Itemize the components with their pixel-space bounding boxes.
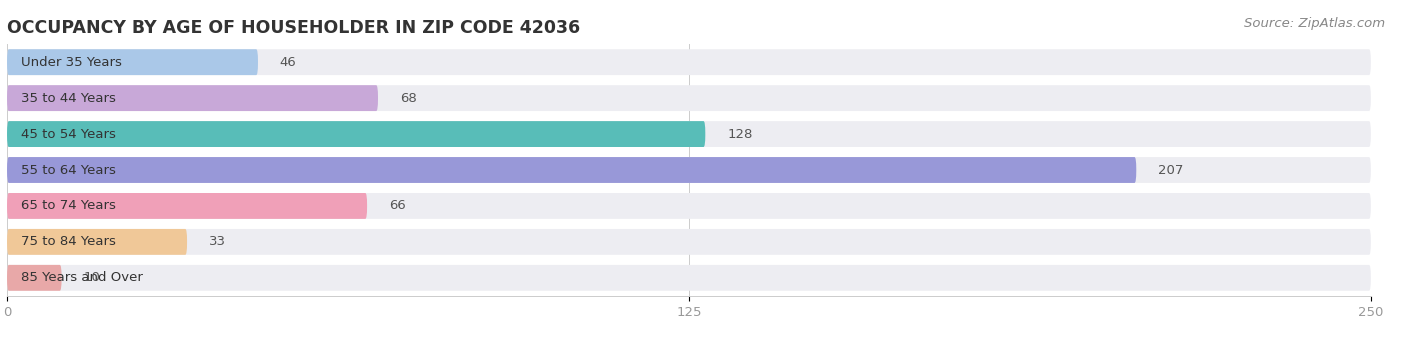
Text: 128: 128 — [727, 128, 752, 140]
FancyBboxPatch shape — [7, 85, 378, 111]
FancyBboxPatch shape — [7, 229, 187, 255]
FancyBboxPatch shape — [7, 193, 1371, 219]
FancyBboxPatch shape — [7, 157, 1371, 183]
Text: 75 to 84 Years: 75 to 84 Years — [21, 235, 115, 249]
Text: 207: 207 — [1159, 164, 1184, 176]
Text: 46: 46 — [280, 56, 297, 69]
FancyBboxPatch shape — [7, 229, 1371, 255]
Text: 10: 10 — [83, 271, 100, 284]
Text: OCCUPANCY BY AGE OF HOUSEHOLDER IN ZIP CODE 42036: OCCUPANCY BY AGE OF HOUSEHOLDER IN ZIP C… — [7, 19, 581, 37]
FancyBboxPatch shape — [7, 85, 1371, 111]
Text: 55 to 64 Years: 55 to 64 Years — [21, 164, 115, 176]
Text: 65 to 74 Years: 65 to 74 Years — [21, 200, 115, 212]
FancyBboxPatch shape — [7, 193, 367, 219]
FancyBboxPatch shape — [7, 121, 706, 147]
FancyBboxPatch shape — [7, 49, 1371, 75]
Text: Under 35 Years: Under 35 Years — [21, 56, 121, 69]
Text: Source: ZipAtlas.com: Source: ZipAtlas.com — [1244, 17, 1385, 30]
Text: 66: 66 — [389, 200, 406, 212]
Text: 33: 33 — [209, 235, 226, 249]
FancyBboxPatch shape — [7, 121, 1371, 147]
Text: 68: 68 — [399, 91, 416, 105]
FancyBboxPatch shape — [7, 49, 257, 75]
Text: 35 to 44 Years: 35 to 44 Years — [21, 91, 115, 105]
FancyBboxPatch shape — [7, 265, 1371, 291]
FancyBboxPatch shape — [7, 265, 62, 291]
Text: 85 Years and Over: 85 Years and Over — [21, 271, 142, 284]
FancyBboxPatch shape — [7, 157, 1136, 183]
Text: 45 to 54 Years: 45 to 54 Years — [21, 128, 115, 140]
